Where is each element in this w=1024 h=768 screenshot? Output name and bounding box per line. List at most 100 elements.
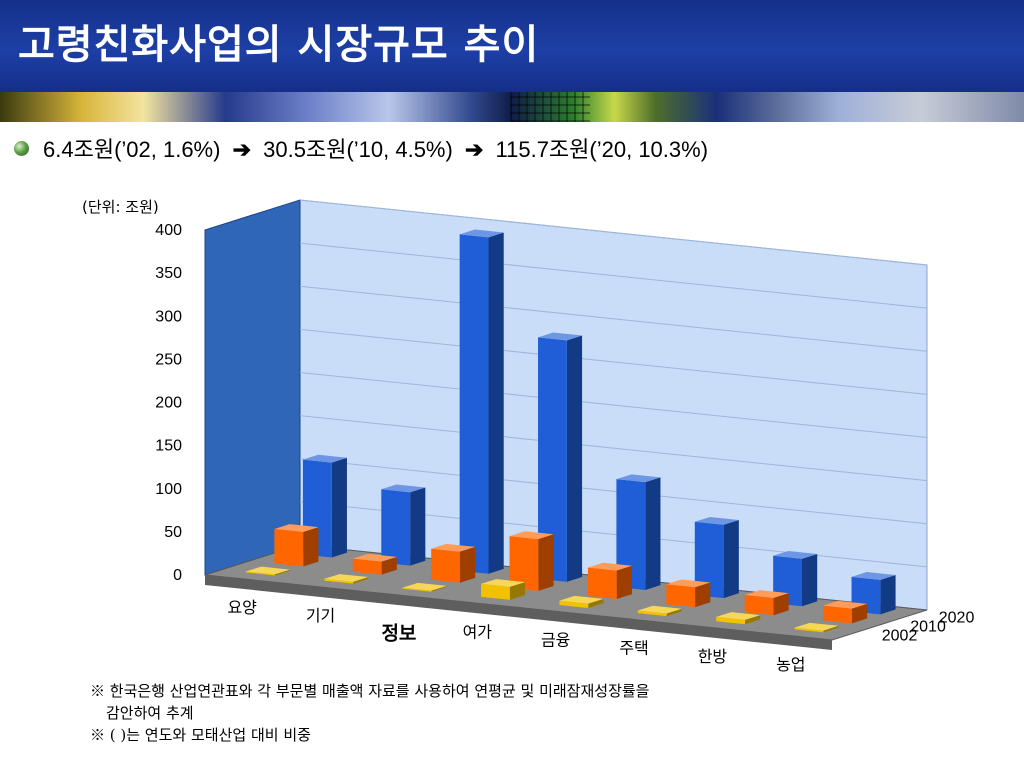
series-label-2010: 2010 <box>910 619 946 636</box>
bar-top-2020-여가 <box>538 332 583 341</box>
bar-2010-농업 <box>823 605 852 624</box>
category-label-정보: 정보 <box>381 622 416 644</box>
y-tick-label: 150 <box>155 438 182 455</box>
gridline <box>299 372 928 438</box>
bar-side-2010-농업 <box>851 603 868 624</box>
bar-top-2002-여가 <box>481 579 526 587</box>
gridline <box>299 458 928 525</box>
bar-2010-금융 <box>587 567 617 599</box>
bar-top-2002-요양 <box>245 566 290 575</box>
bar-top-2002-정보 <box>402 582 447 591</box>
headline-2020: 115.7조원(’20, 10.3%) <box>495 137 709 162</box>
bar-side-2020-한방 <box>802 553 818 607</box>
series-label-2020: 2020 <box>939 610 975 627</box>
bar-side-2020-정보 <box>488 232 504 574</box>
bar-side-2020-요양 <box>331 457 347 558</box>
bar-side-2010-기기 <box>381 556 397 575</box>
bar-side-2002-정보 <box>431 585 447 592</box>
bar-2010-요양 <box>274 528 304 567</box>
bar-2010-기기 <box>352 558 382 575</box>
gridline <box>299 415 928 482</box>
category-label-농업: 농업 <box>776 655 805 674</box>
decorative-banner-image <box>0 92 1024 122</box>
bar-2002-정보 <box>402 587 432 592</box>
bar-2002-주택 <box>637 610 667 617</box>
bar-2002-기기 <box>324 578 354 584</box>
bar-2010-여가 <box>509 536 539 591</box>
bar-side-2020-주택 <box>723 519 739 599</box>
chart-side-wall <box>204 199 301 576</box>
bar-side-2002-한방 <box>745 615 761 625</box>
category-label-요양: 요양 <box>227 598 257 617</box>
bar-side-2020-여가 <box>566 335 583 582</box>
bar-2002-금융 <box>559 600 589 608</box>
bar-top-2020-금융 <box>616 474 661 483</box>
bar-side-2010-정보 <box>460 546 476 583</box>
bar-2020-여가 <box>538 337 567 582</box>
bar-2002-요양 <box>245 571 275 576</box>
bar-top-2010-기기 <box>352 553 397 562</box>
bar-top-2002-농업 <box>794 622 839 631</box>
y-tick-label: 350 <box>155 265 182 282</box>
bar-side-2002-농업 <box>823 625 839 633</box>
bar-top-2002-주택 <box>637 605 682 614</box>
title-bar: 고령친화사업의 시장규모 추이 <box>0 0 1024 92</box>
gridline <box>299 199 928 266</box>
arrow-right-icon: ➔ <box>232 137 252 162</box>
footnotes: ※ 한국은행 산업연관표와 각 부문별 매출액 자료를 사용하여 연평균 및 미… <box>90 680 649 746</box>
bar-top-2020-기기 <box>381 484 426 493</box>
y-tick-label: 250 <box>155 351 182 368</box>
bar-2002-한방 <box>716 616 746 625</box>
bar-2020-기기 <box>381 489 411 566</box>
bar-side-2020-농업 <box>880 575 896 615</box>
bar-side-2002-금융 <box>588 598 604 608</box>
bar-top-2020-농업 <box>851 572 896 580</box>
bullet-icon <box>14 140 29 156</box>
bar-2010-주택 <box>666 584 696 608</box>
bar-top-2020-주택 <box>694 516 739 525</box>
bar-top-2010-요양 <box>274 524 319 532</box>
bar-top-2010-농업 <box>823 600 868 609</box>
headline-text: 6.4조원(’02, 1.6%) ➔ 30.5조원(’10, 4.5%) ➔ 1… <box>43 132 708 164</box>
gridline <box>299 242 928 309</box>
bar-2002-여가 <box>481 583 510 600</box>
bar-top-2002-한방 <box>716 612 761 620</box>
bar-side-2002-요양 <box>274 569 290 576</box>
y-tick-label: 200 <box>155 395 182 412</box>
headline-2010: 30.5조원(’10, 4.5%) <box>263 137 453 162</box>
gridline <box>299 328 928 395</box>
bar-top-2010-금융 <box>587 562 632 571</box>
arrow-right-icon: ➔ <box>464 137 484 162</box>
unit-label: (단위: 조원) <box>82 198 159 216</box>
y-tick-label: 400 <box>155 222 182 239</box>
bar-side-2020-기기 <box>410 487 426 566</box>
bar-2002-농업 <box>794 627 824 633</box>
y-tick-label: 50 <box>164 524 182 541</box>
bar-side-2020-금융 <box>645 477 661 590</box>
bar-2010-한방 <box>744 594 774 616</box>
category-label-기기: 기기 <box>306 606 335 625</box>
bar-top-2010-여가 <box>509 531 554 540</box>
bar-side-2010-한방 <box>773 593 789 616</box>
bar-side-2010-요양 <box>303 527 319 567</box>
bar-top-2002-금융 <box>559 595 604 604</box>
category-label-주택: 주택 <box>619 639 648 658</box>
bar-side-2002-주택 <box>666 608 682 617</box>
category-label-여가: 여가 <box>463 622 493 641</box>
market-size-chart: 0 50 100 150 200 250 300 350 400 (단위: 조원) 요양 기기 정보 여가… <box>0 170 1024 680</box>
bar-top-2010-주택 <box>666 579 711 588</box>
bar-top-2010-한방 <box>744 590 789 598</box>
category-label-한방: 한방 <box>698 647 728 666</box>
bar-2010-정보 <box>431 548 461 583</box>
bar-top-2020-요양 <box>302 454 347 463</box>
bar-top-2020-정보 <box>459 229 504 238</box>
bar-side-2010-주택 <box>695 582 711 608</box>
footnote-2: ※ ( )는 연도와 모태산업 대비 비중 <box>90 726 311 744</box>
bar-side-2002-여가 <box>509 582 526 600</box>
bar-2020-주택 <box>694 521 724 599</box>
y-tick-label: 100 <box>155 481 182 498</box>
footnote-1: ※ 한국은행 산업연관표와 각 부문별 매출액 자료를 사용하여 연평균 및 미… <box>90 682 650 700</box>
y-tick-label: 300 <box>155 308 182 325</box>
bar-side-2010-금융 <box>616 565 632 599</box>
category-label-금융: 금융 <box>541 631 570 650</box>
